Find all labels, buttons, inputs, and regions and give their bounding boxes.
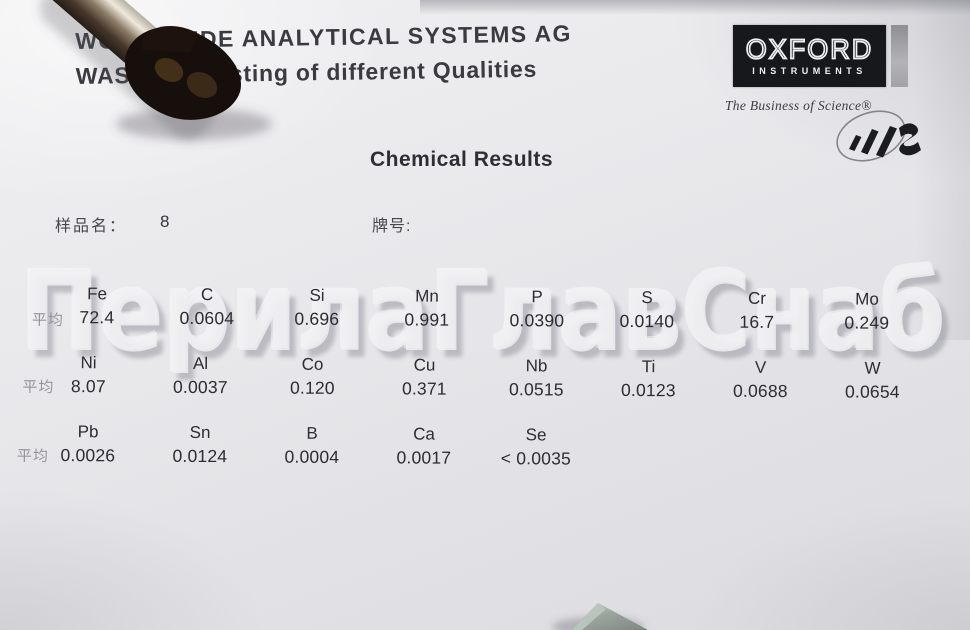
element-value: 0.0515 bbox=[508, 379, 564, 400]
element-cell: Fe 72.4 bbox=[42, 283, 152, 332]
element-symbol: Mn bbox=[415, 286, 439, 306]
element-cell: V 0.0688 bbox=[704, 357, 816, 406]
element-symbol: Nb bbox=[525, 356, 548, 376]
element-cell: Cu 0.371 bbox=[368, 354, 480, 403]
element-cell: S 0.0140 bbox=[592, 287, 702, 336]
element-cell: Pb 0.0026 bbox=[32, 421, 144, 470]
element-value: 0.0688 bbox=[732, 380, 788, 402]
metal-sample-object bbox=[28, 0, 272, 140]
element-cell: Ti 0.0123 bbox=[592, 356, 704, 405]
element-symbol: Fe bbox=[87, 284, 108, 304]
element-cell: Co 0.120 bbox=[256, 353, 368, 402]
element-symbol: Cu bbox=[413, 355, 436, 375]
table-row: 平均 Pb 0.0026 Sn 0.0124 B 0.0004 Ca 0.001… bbox=[0, 421, 969, 468]
metal-fragment-object bbox=[552, 603, 648, 630]
element-symbol: C bbox=[200, 284, 214, 305]
oxford-instruments-text: INSTRUMENTS bbox=[752, 66, 867, 76]
element-symbol: Al bbox=[192, 353, 209, 374]
element-value: 0.249 bbox=[844, 312, 890, 333]
element-cell: Cr 16.7 bbox=[702, 287, 812, 336]
element-cell: Si 0.696 bbox=[262, 284, 372, 333]
element-symbol: Ti bbox=[641, 357, 656, 377]
element-symbol: Mo bbox=[855, 289, 879, 309]
watermark-text-highlight: ПерилаГлавСнаб bbox=[19, 247, 944, 374]
watermark-text-shadow: ПерилаГлавСнаб bbox=[27, 255, 952, 383]
oxford-logo-gray-bar bbox=[891, 25, 908, 87]
element-value: 0.0026 bbox=[60, 445, 116, 466]
element-cell: Sn 0.0124 bbox=[144, 422, 256, 471]
element-value: 72.4 bbox=[79, 307, 115, 328]
element-symbol: W bbox=[864, 358, 881, 378]
element-cell: W 0.0654 bbox=[816, 357, 928, 406]
element-value: 0.0017 bbox=[396, 447, 452, 468]
oxford-instruments-logo: OXFORD INSTRUMENTS The Business of Scien… bbox=[725, 25, 963, 162]
oxford-brand-text: OXFORD bbox=[745, 33, 874, 65]
element-cell: C 0.0604 bbox=[152, 284, 262, 333]
element-symbol: Se bbox=[525, 425, 547, 445]
sample-name-label: 样品名： bbox=[55, 218, 128, 235]
element-symbol: Ca bbox=[413, 424, 435, 444]
element-symbol: Co bbox=[301, 354, 324, 374]
element-symbol: Sn bbox=[189, 422, 211, 443]
element-cell: Al 0.0037 bbox=[144, 353, 256, 402]
element-cell: Se < 0.0035 bbox=[480, 424, 592, 473]
element-value: 0.0654 bbox=[844, 381, 900, 402]
row-cells: Ni 8.07 Al 0.0037 Co 0.120 Cu 0.371 Nb bbox=[32, 352, 928, 406]
element-value: < 0.0035 bbox=[500, 448, 572, 469]
element-symbol: B bbox=[306, 423, 318, 443]
element-value: 0.0390 bbox=[509, 310, 565, 331]
element-symbol: P bbox=[531, 287, 543, 307]
element-cell: Nb 0.0515 bbox=[480, 355, 592, 404]
element-value: 0.120 bbox=[289, 377, 335, 398]
element-cell: Mo 0.249 bbox=[812, 288, 922, 337]
element-value: 0.0140 bbox=[619, 310, 675, 332]
element-value: 16.7 bbox=[739, 311, 775, 332]
row-cells: Pb 0.0026 Sn 0.0124 B 0.0004 Ca 0.0017 S… bbox=[32, 421, 592, 473]
oxford-logo-box: OXFORD INSTRUMENTS bbox=[733, 25, 886, 87]
element-value: 0.371 bbox=[401, 378, 447, 399]
element-cell: B 0.0004 bbox=[256, 422, 368, 471]
row-cells: Fe 72.4 C 0.0604 Si 0.696 Mn 0.991 P 0 bbox=[42, 283, 922, 337]
element-value: 0.0123 bbox=[620, 379, 676, 401]
table-row: 平均 Ni 8.07 Al 0.0037 Co 0.120 Cu 0.371 bbox=[0, 352, 970, 402]
element-value: 0.0124 bbox=[172, 445, 228, 467]
grade-label: 牌号: bbox=[372, 218, 412, 235]
element-symbol: Si bbox=[309, 285, 325, 305]
element-symbol: S bbox=[641, 288, 653, 308]
element-value: 0.0604 bbox=[179, 307, 235, 329]
sample-name-value: 8 bbox=[160, 212, 170, 231]
element-value: 0.0037 bbox=[172, 376, 228, 398]
was-monogram-icon bbox=[836, 110, 921, 162]
element-cell: Ca 0.0017 bbox=[368, 423, 480, 472]
element-value: 0.991 bbox=[404, 309, 450, 330]
element-symbol: Cr bbox=[747, 288, 767, 308]
watermark-text: ПерилаГлавСнаб bbox=[21, 248, 946, 376]
element-cell: Mn 0.991 bbox=[372, 285, 482, 334]
element-cell: P 0.0390 bbox=[482, 286, 592, 335]
document-title: Chemical Results bbox=[370, 148, 554, 171]
table-row: 平均 Fe 72.4 C 0.0604 Si 0.696 Mn 0.991 bbox=[0, 283, 970, 333]
element-value: 0.0004 bbox=[284, 446, 340, 467]
element-value: 8.07 bbox=[70, 376, 106, 397]
element-symbol: Pb bbox=[77, 422, 99, 442]
oxford-tagline: The Business of Science® bbox=[725, 98, 872, 113]
paper-shadow-right bbox=[915, 0, 970, 340]
element-value: 0.696 bbox=[294, 308, 340, 329]
element-cell: Ni 8.07 bbox=[32, 352, 144, 401]
paper-shadow-top bbox=[420, 0, 970, 15]
element-symbol: V bbox=[754, 357, 767, 377]
watermark: ПерилаГлавСнаб ПерилаГлавСнаб ПерилаГлав… bbox=[19, 247, 952, 383]
element-symbol: Ni bbox=[80, 353, 97, 373]
